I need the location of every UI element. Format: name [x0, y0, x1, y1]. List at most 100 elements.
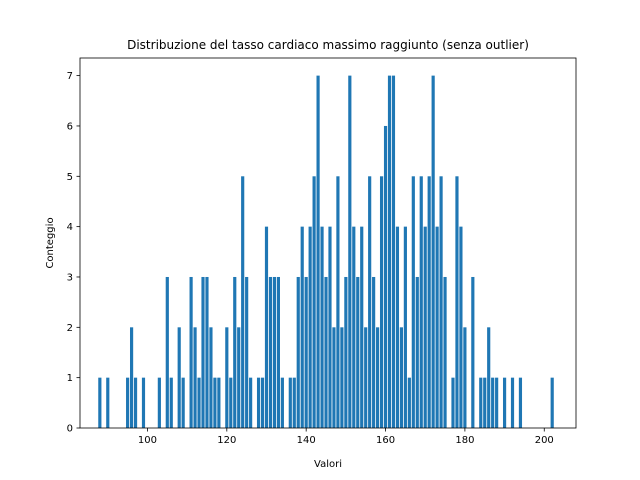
- bar: [209, 327, 213, 428]
- bar: [395, 226, 400, 428]
- y-tick-label: 4: [67, 222, 73, 233]
- bar: [225, 327, 229, 428]
- bar: [296, 276, 300, 428]
- bar: [304, 276, 308, 428]
- bar: [423, 226, 427, 428]
- bar: [312, 176, 316, 428]
- x-tick-label: 100: [138, 435, 157, 446]
- bar: [292, 377, 296, 428]
- bar: [129, 327, 134, 428]
- bar: [245, 276, 249, 428]
- bar: [189, 276, 193, 428]
- y-tick-label: 1: [67, 373, 73, 384]
- y-tick-label: 7: [67, 71, 73, 82]
- y-tick-label: 2: [67, 323, 73, 334]
- x-axis-label: Valori: [314, 459, 342, 470]
- bar: [106, 377, 110, 428]
- bar: [407, 377, 411, 428]
- bar: [487, 327, 491, 428]
- bar: [280, 377, 284, 428]
- y-axis-ticks: 0 1 2 3 4 5 6 7: [67, 71, 80, 435]
- bar: [471, 276, 475, 428]
- bar: [205, 276, 209, 428]
- y-axis-label: Conteggio: [45, 217, 56, 268]
- bar: [483, 377, 487, 428]
- bar: [356, 276, 360, 428]
- bar: [332, 327, 336, 428]
- bar: [237, 327, 241, 428]
- bar: [419, 176, 423, 428]
- bar: [288, 377, 292, 428]
- bar: [328, 226, 332, 428]
- bar: [276, 276, 280, 428]
- bar: [193, 327, 197, 428]
- bar: [98, 377, 102, 428]
- bar: [324, 276, 328, 428]
- bar: [455, 176, 459, 428]
- bar: [391, 75, 396, 428]
- bar: [352, 226, 356, 428]
- bar: [197, 377, 201, 428]
- bar: [431, 75, 435, 428]
- bar: [272, 276, 277, 428]
- chart-title: Distribuzione del tasso cardiaco massimo…: [127, 38, 529, 52]
- bar: [169, 377, 173, 428]
- x-axis-ticks: 100 120 140 160 180 200: [138, 428, 554, 446]
- bar: [411, 176, 415, 428]
- bar: [256, 377, 261, 428]
- bar: [201, 276, 205, 428]
- bar: [344, 276, 348, 428]
- y-tick-label: 0: [67, 424, 73, 435]
- bar: [399, 327, 403, 428]
- y-tick-label: 3: [67, 272, 73, 283]
- bar: [177, 327, 181, 428]
- bar: [439, 176, 443, 428]
- bar: [157, 377, 161, 428]
- x-tick-label: 140: [297, 435, 316, 446]
- bar: [510, 377, 515, 428]
- bar: [360, 226, 364, 428]
- y-tick-label: 5: [67, 172, 73, 183]
- bar: [300, 226, 304, 428]
- bar: [126, 377, 130, 428]
- bar: [550, 377, 554, 428]
- bar: [320, 226, 324, 428]
- bar: [260, 377, 265, 428]
- bar: [241, 176, 245, 428]
- bar: [387, 75, 392, 428]
- bar: [451, 377, 455, 428]
- bar: [316, 75, 320, 428]
- bar: [133, 377, 138, 428]
- bar: [249, 377, 253, 428]
- bar: [336, 176, 340, 428]
- bar: [364, 327, 368, 428]
- bar: [264, 226, 269, 428]
- bars-group: [98, 75, 554, 429]
- x-tick-label: 180: [455, 435, 474, 446]
- y-tick-label: 6: [67, 121, 73, 132]
- x-tick-label: 120: [217, 435, 236, 446]
- bar: [165, 276, 169, 428]
- bar: [348, 75, 352, 428]
- x-tick-label: 160: [376, 435, 395, 446]
- bar: [383, 125, 388, 429]
- bar: [233, 276, 237, 428]
- bar: [427, 176, 431, 428]
- bar: [443, 276, 447, 428]
- bar: [463, 327, 467, 428]
- bar: [372, 276, 376, 428]
- bar: [403, 226, 407, 428]
- bar: [435, 226, 439, 428]
- bar: [379, 176, 384, 428]
- bar: [340, 327, 344, 428]
- bar: [459, 226, 463, 428]
- bar: [502, 377, 507, 428]
- x-tick-label: 200: [535, 435, 554, 446]
- bar: [268, 276, 273, 428]
- bar: [217, 377, 221, 428]
- bar: [479, 377, 483, 428]
- bar: [368, 176, 372, 428]
- bar: [181, 377, 185, 428]
- bar: [376, 327, 380, 428]
- bar: [229, 377, 233, 428]
